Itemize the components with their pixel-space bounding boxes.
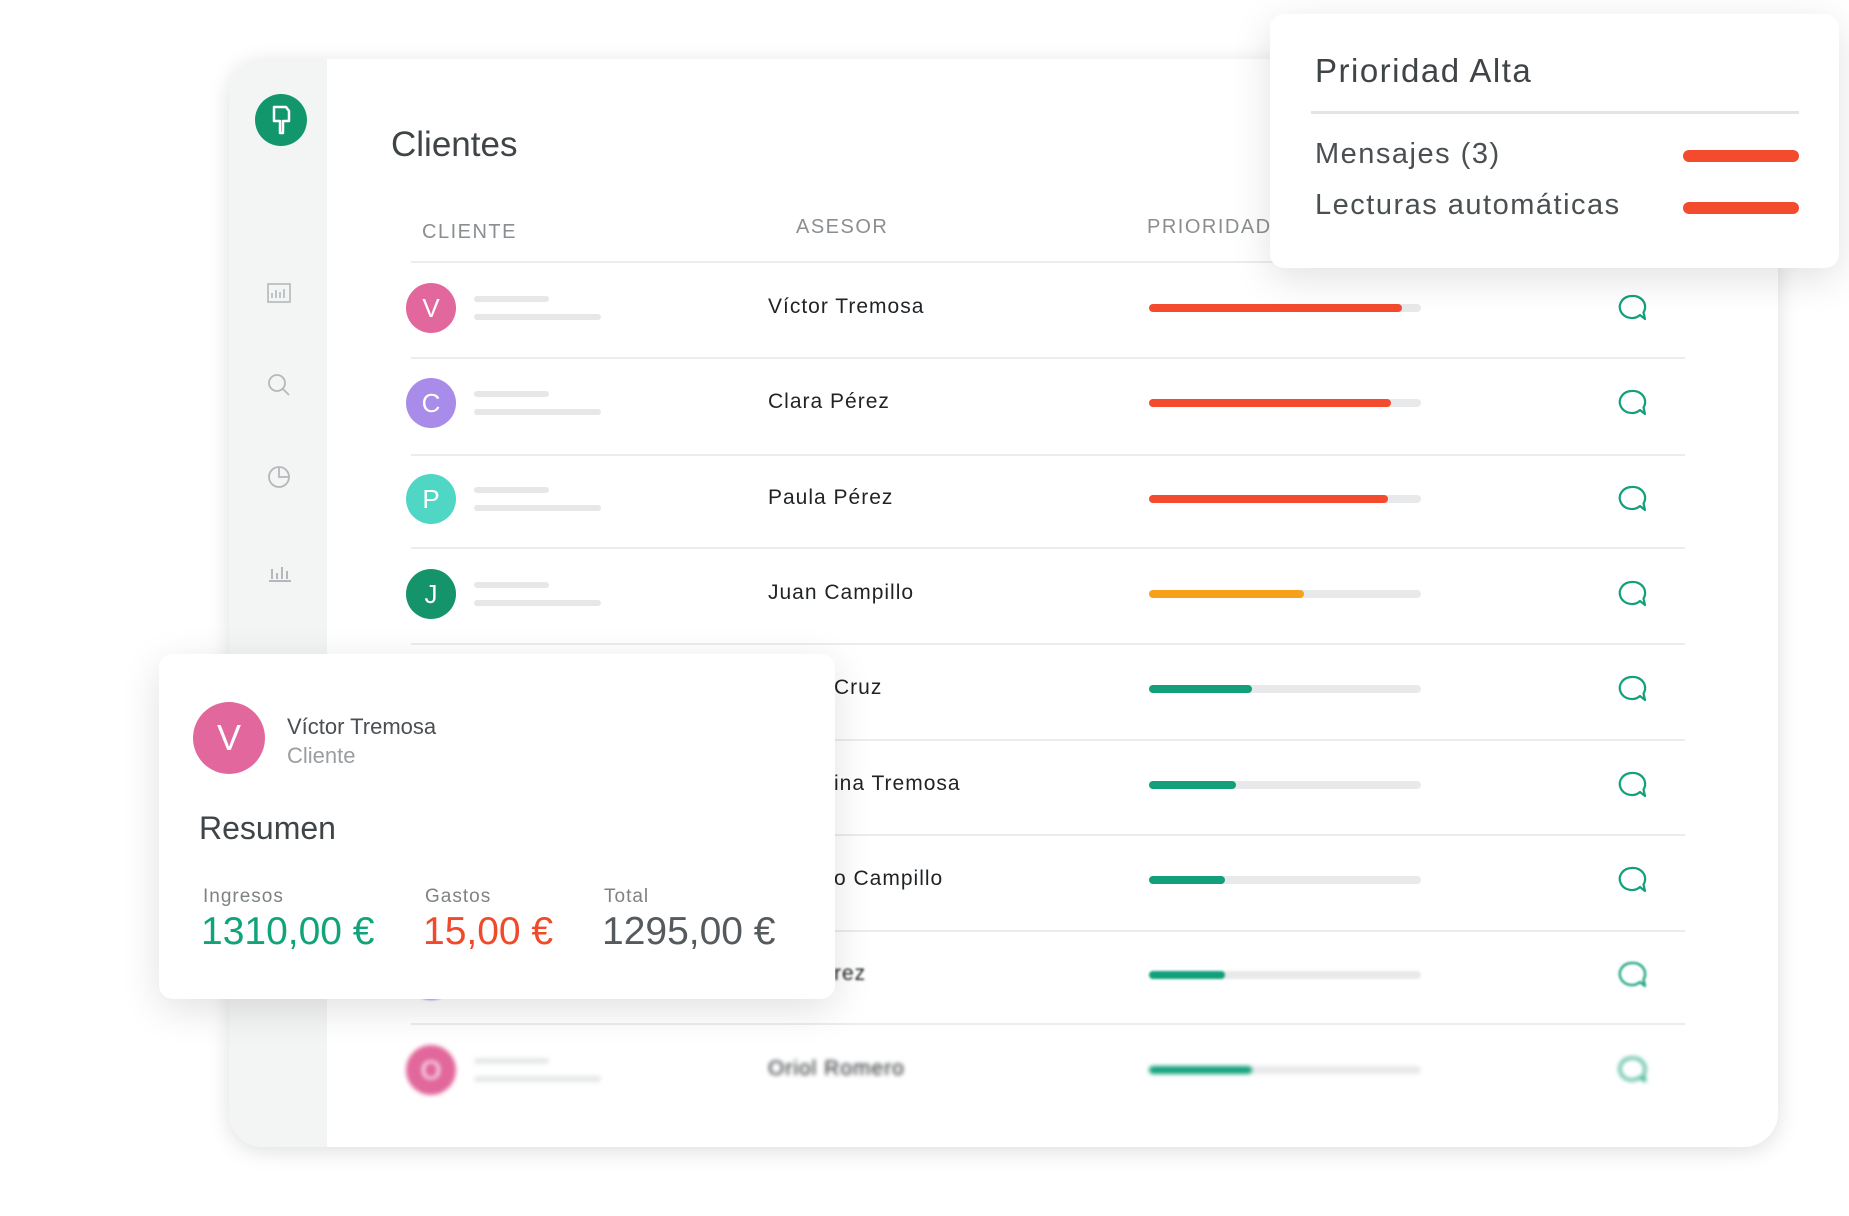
row-separator — [411, 643, 1685, 645]
advisor-name: Paula Pérez — [768, 485, 894, 509]
chat-button[interactable] — [1617, 960, 1647, 990]
priority-bar — [1149, 494, 1389, 503]
chat-button[interactable] — [1617, 865, 1647, 895]
row-separator — [411, 834, 1685, 836]
priority-track — [1149, 589, 1421, 598]
row-separator — [411, 739, 1685, 741]
placeholder-line — [474, 1076, 601, 1083]
search-icon[interactable] — [265, 371, 293, 399]
chat-button[interactable] — [1617, 484, 1647, 514]
priority-bar — [1149, 589, 1305, 598]
metric-label: Total — [604, 886, 650, 907]
chat-button[interactable] — [1617, 388, 1647, 418]
placeholder-line — [474, 314, 601, 320]
advisor-name: o Campillo — [834, 866, 944, 890]
metric-label: Gastos — [425, 886, 492, 907]
placeholder-line — [474, 486, 549, 493]
priority-track — [1149, 1066, 1421, 1075]
placeholder-line — [474, 1058, 549, 1065]
metric-value: 1295,00 € — [602, 910, 776, 953]
priority-bar — [1149, 304, 1402, 312]
row-separator — [411, 1023, 1685, 1025]
priority-indicator — [1683, 202, 1799, 214]
stats-icon[interactable] — [265, 557, 293, 585]
advisor-name: Víctor Tremosa — [768, 295, 925, 318]
column-header: ASESOR — [796, 216, 889, 238]
avatar: V — [406, 283, 456, 333]
avatar: J — [406, 568, 456, 619]
divider — [1311, 111, 1799, 114]
column-header: PRIORIDAD — [1147, 216, 1272, 238]
priority-track — [1149, 304, 1421, 312]
chat-button[interactable] — [1617, 770, 1647, 800]
metric-value: 15,00 € — [423, 910, 554, 953]
priority-item: Mensajes (3) — [1315, 138, 1501, 170]
section-heading: Resumen — [199, 810, 336, 846]
chat-button[interactable] — [1617, 293, 1647, 323]
row-separator — [411, 261, 1685, 263]
table-row: P Paula Pérez — [229, 459, 1778, 539]
row-separator — [411, 357, 1685, 359]
priority-bar — [1149, 971, 1226, 980]
row-separator — [411, 547, 1685, 549]
priority-track — [1149, 971, 1421, 980]
client-role: Cliente — [287, 743, 356, 768]
avatar: O — [406, 1045, 456, 1096]
priority-bar — [1149, 1066, 1253, 1075]
priority-track — [1149, 875, 1421, 884]
chart-icon[interactable] — [265, 463, 293, 491]
priority-bar — [1149, 875, 1226, 884]
priority-track — [1149, 494, 1421, 503]
metric-label: Ingresos — [203, 886, 284, 907]
priority-indicator — [1683, 150, 1799, 162]
advisor-name: Cruz — [834, 676, 883, 700]
priority-track — [1149, 399, 1421, 408]
priority-bar — [1149, 399, 1392, 408]
placeholder-line — [474, 409, 601, 416]
table-row: O Oriol Romero — [229, 1030, 1778, 1110]
column-header: CLIENTE — [422, 221, 517, 243]
priority-track — [1149, 685, 1421, 694]
chat-button[interactable] — [1617, 674, 1647, 704]
advisor-name: Juan Campillo — [768, 580, 915, 604]
chat-button[interactable] — [1617, 579, 1647, 609]
dashboard-icon[interactable] — [265, 279, 293, 307]
placeholder-line — [474, 296, 549, 302]
placeholder-line — [474, 391, 549, 398]
advisor-name: ina Tremosa — [834, 771, 961, 795]
avatar: P — [406, 473, 456, 524]
placeholder-line — [474, 581, 549, 588]
priority-item: Lecturas automáticas — [1315, 189, 1621, 221]
priority-card: Prioridad Alta Mensajes (3) Lecturas aut… — [1270, 14, 1839, 268]
row-separator — [411, 930, 1685, 932]
avatar: C — [406, 378, 456, 429]
placeholder-line — [474, 504, 601, 511]
advisor-name: Clara Pérez — [768, 390, 890, 414]
priority-bar — [1149, 780, 1237, 789]
priority-bar — [1149, 685, 1253, 694]
logo — [255, 94, 307, 146]
table: V Víctor Tremosa C Clara Pérez P Paula Pérez J… — [229, 59, 1778, 1147]
advisor-name: Oriol Romero — [768, 1057, 905, 1081]
table-row: C Clara Pérez — [229, 363, 1778, 443]
avatar: V — [193, 702, 265, 774]
advisor-name: rez — [834, 962, 867, 986]
priority-track — [1149, 780, 1421, 789]
client-name: Víctor Tremosa — [287, 714, 437, 739]
table-row: J Juan Campillo — [229, 554, 1778, 634]
chat-button[interactable] — [1617, 1055, 1647, 1085]
row-separator — [411, 454, 1685, 456]
placeholder-line — [474, 599, 601, 606]
card-title: Prioridad Alta — [1315, 52, 1533, 89]
metric-value: 1310,00 € — [201, 910, 375, 953]
table-row: V Víctor Tremosa — [229, 268, 1778, 348]
summary-card: V Víctor Tremosa Cliente Resumen Ingreso… — [159, 654, 835, 999]
page-title: Clientes — [391, 125, 518, 164]
